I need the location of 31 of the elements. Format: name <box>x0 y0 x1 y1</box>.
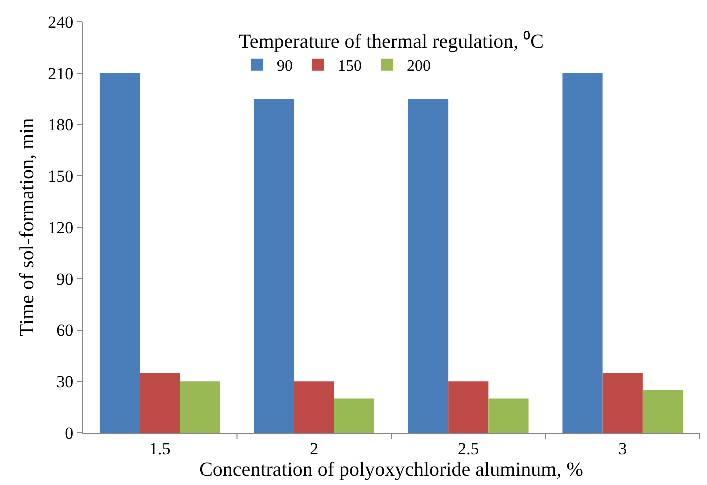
x-tick-label: 1.5 <box>150 439 171 458</box>
legend-title: Temperature of thermal regulation, ⁰C <box>239 30 544 53</box>
x-tick-label: 3 <box>618 439 628 458</box>
y-tick-label: 90 <box>56 270 74 289</box>
x-tick-label: 2 <box>310 439 319 458</box>
y-tick-label: 240 <box>48 12 74 32</box>
bar <box>294 382 334 433</box>
bar <box>642 390 684 433</box>
bar <box>140 373 180 433</box>
bar <box>488 398 529 433</box>
bar <box>100 73 140 433</box>
y-tick-label: 0 <box>65 424 74 443</box>
y-tick-label: 150 <box>48 167 74 186</box>
y-tick-label: 210 <box>48 64 74 84</box>
y-axis-title: Time of sol-formation, min <box>16 118 39 337</box>
bar <box>602 373 643 433</box>
bar <box>180 382 220 433</box>
y-tick-label: 120 <box>48 218 74 238</box>
bar <box>562 73 603 433</box>
bar <box>334 398 375 433</box>
x-tick-label: 2.5 <box>458 439 480 458</box>
legend-label: 200 <box>407 58 431 76</box>
y-tick-label: 60 <box>56 321 74 340</box>
x-axis-title: Concentration of polyoxychloride aluminum, % <box>200 458 584 481</box>
bar <box>408 99 449 433</box>
y-tick-label: 30 <box>56 372 74 392</box>
bar <box>254 99 294 433</box>
bar <box>448 382 489 433</box>
legend-label: 90 <box>277 58 293 76</box>
legend-label: 150 <box>338 58 362 76</box>
y-tick-label: 180 <box>48 116 74 135</box>
